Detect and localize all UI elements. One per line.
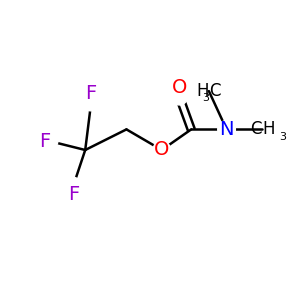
Text: F: F xyxy=(85,84,97,103)
Circle shape xyxy=(172,89,188,105)
Text: C: C xyxy=(250,120,262,138)
Circle shape xyxy=(42,133,58,149)
Text: F: F xyxy=(39,132,50,151)
Text: O: O xyxy=(154,140,170,160)
Text: 3: 3 xyxy=(280,132,286,142)
Circle shape xyxy=(83,95,99,111)
Circle shape xyxy=(65,177,81,193)
Text: C: C xyxy=(209,82,220,100)
Text: 3: 3 xyxy=(202,94,209,103)
Text: H: H xyxy=(196,82,209,100)
Circle shape xyxy=(218,121,236,138)
Text: N: N xyxy=(219,120,234,139)
Text: F: F xyxy=(68,185,79,204)
Circle shape xyxy=(153,141,171,159)
Text: H: H xyxy=(262,120,274,138)
Text: O: O xyxy=(172,78,187,97)
